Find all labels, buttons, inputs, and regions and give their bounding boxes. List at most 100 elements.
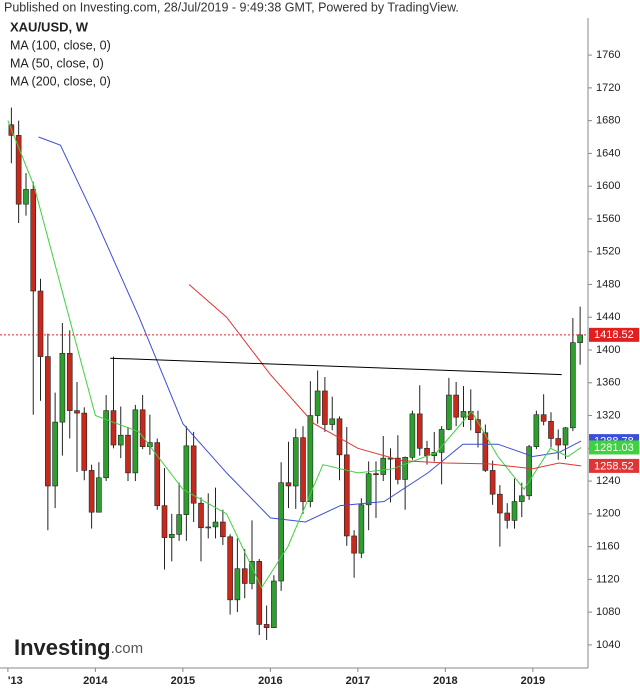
published-note: Published on Investing.com, 28/Jul/2019 … <box>4 0 459 14</box>
candle-body <box>533 414 540 447</box>
x-tick-label: 2019 <box>521 675 545 687</box>
candle-body <box>168 534 175 538</box>
y-tick-label: 1480 <box>596 278 620 290</box>
candle-body <box>220 521 226 538</box>
candle-body <box>518 495 525 502</box>
candle-body <box>52 421 58 487</box>
candle-body <box>373 473 379 475</box>
moving-average-line <box>7 120 582 589</box>
x-tick-label: 2017 <box>346 675 370 687</box>
price-label-box <box>589 440 639 455</box>
candle-body <box>117 434 124 446</box>
x-tick-label: '13 <box>8 675 23 687</box>
candle-body <box>59 352 66 423</box>
x-tick-label: 2016 <box>258 675 282 687</box>
moving-average-line <box>188 284 582 470</box>
candle-body <box>292 437 299 487</box>
candle-body <box>234 568 241 601</box>
y-tick-label: 1760 <box>596 49 620 61</box>
candle-body <box>205 526 212 529</box>
candle-body <box>15 135 22 205</box>
candle-body <box>278 482 284 582</box>
x-tick-label: 2015 <box>171 675 195 687</box>
candle-body <box>285 482 292 487</box>
candle-body <box>395 457 401 480</box>
candle-body <box>307 415 314 502</box>
chart-title: XAU/USD, W <box>10 19 89 34</box>
y-tick-label: 1640 <box>596 147 620 159</box>
y-tick-label: 1400 <box>596 344 620 356</box>
y-tick-label: 1680 <box>596 115 620 127</box>
price-label-box <box>589 327 639 342</box>
candle-body <box>263 624 270 628</box>
y-tick-label: 1200 <box>596 508 620 520</box>
candle-body <box>161 505 168 538</box>
candle-body <box>402 457 408 480</box>
candle-body <box>154 442 161 506</box>
candle-body <box>358 504 365 554</box>
y-tick-label: 1320 <box>596 409 620 421</box>
candle-body <box>416 413 423 449</box>
candle-body <box>322 390 328 425</box>
y-tick-label: 1720 <box>596 82 620 94</box>
candle-body <box>504 512 511 521</box>
candle-body <box>489 470 496 495</box>
candle-body <box>74 410 80 414</box>
candle-body <box>460 411 467 418</box>
candle-body <box>343 454 350 537</box>
candle-body <box>190 445 197 504</box>
candle-body <box>380 457 387 475</box>
y-tick-label: 1360 <box>596 377 620 389</box>
candle-body <box>300 437 306 502</box>
y-tick-label: 1160 <box>596 541 620 553</box>
candle-body <box>132 409 139 474</box>
legend-entry: MA (50, close, 0) <box>10 56 104 70</box>
candle-body <box>66 352 73 411</box>
candle-body <box>577 334 583 343</box>
price-label-box <box>589 458 639 473</box>
candle-body <box>23 189 29 205</box>
candle-body <box>409 413 416 458</box>
candle-body <box>30 189 37 292</box>
candle-body <box>548 420 554 439</box>
candle-body <box>212 521 219 528</box>
candle-body <box>482 432 489 471</box>
candle-body <box>125 434 131 474</box>
x-tick-label: 2014 <box>83 675 108 687</box>
candle-body <box>103 410 109 479</box>
candle-body <box>271 580 277 628</box>
y-tick-label: 1080 <box>596 606 620 618</box>
candle-body <box>438 429 445 453</box>
candle-body <box>227 536 233 601</box>
y-tick-label: 1040 <box>596 639 620 651</box>
candle-body <box>329 418 336 425</box>
y-tick-label: 1120 <box>596 573 620 585</box>
candle-body <box>555 438 562 446</box>
logo: Investing.com <box>14 635 143 660</box>
trend-line <box>110 357 562 376</box>
candle-body <box>45 356 51 487</box>
x-tick-label: 2018 <box>433 675 457 687</box>
candle-body <box>176 514 182 535</box>
candle-body <box>526 446 532 497</box>
candle-body <box>139 409 146 447</box>
candle-body <box>351 535 357 554</box>
candle-body <box>96 477 102 513</box>
candle-body <box>453 394 459 418</box>
candle-body <box>365 473 372 506</box>
candle-body <box>540 414 547 422</box>
legend-entry: MA (200, close, 0) <box>10 74 111 88</box>
legend-entry: MA (100, close, 0) <box>10 38 111 52</box>
candle-body <box>424 448 430 456</box>
candle-body <box>37 290 44 357</box>
y-tick-label: 1520 <box>596 246 620 258</box>
y-tick-label: 1240 <box>596 475 620 487</box>
y-tick-label: 1600 <box>596 180 620 192</box>
candle-body <box>314 390 321 416</box>
candle-body <box>570 342 576 429</box>
price-label: 1418.52 <box>594 329 634 341</box>
price-label: 1281.03 <box>594 442 634 454</box>
y-tick-label: 1560 <box>596 213 620 225</box>
